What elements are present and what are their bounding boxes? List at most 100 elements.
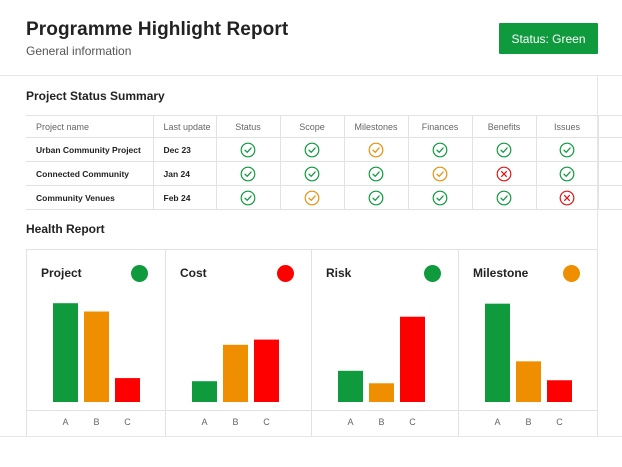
status-cell: [343, 185, 409, 210]
column-header: Milestones: [343, 115, 409, 138]
x-tick-label: C: [263, 417, 270, 427]
bar-a: [192, 381, 217, 402]
x-tick-label: A: [201, 417, 207, 427]
bar-chart: A B C: [53, 303, 140, 427]
check-circle-icon: [240, 190, 256, 205]
report-header: Programme Highlight Report General infor…: [0, 0, 622, 76]
status-cell: [343, 137, 409, 162]
check-circle-icon: [432, 166, 448, 181]
x-axis-line: [27, 410, 165, 411]
table-row[interactable]: Urban Community Project Dec 23: [26, 137, 622, 162]
panel-title: Cost: [180, 266, 207, 280]
status-cell: [279, 137, 345, 162]
health-report-panels: Project A B C Cost A B C Risk A B C Milestone A B C: [26, 249, 598, 437]
project-status-table: Project name Last update Status Scope Mi…: [26, 115, 622, 210]
status-dot: [277, 265, 294, 282]
status-dot: [424, 265, 441, 282]
table-spacer: [597, 137, 622, 162]
x-axis-line: [312, 410, 458, 411]
table-row[interactable]: Connected Community Jan 24: [26, 161, 622, 186]
status-cell: [471, 137, 537, 162]
bar-c: [547, 380, 572, 402]
x-tick-label: B: [232, 417, 238, 427]
bar-c: [115, 378, 140, 402]
check-circle-icon: [432, 142, 448, 157]
x-tick-label: C: [409, 417, 416, 427]
x-tick-label: A: [347, 417, 353, 427]
x-tick-label: B: [378, 417, 384, 427]
table-spacer: [597, 161, 622, 186]
page-title: Programme Highlight Report: [26, 19, 289, 40]
status-cell: [471, 185, 537, 210]
table-row[interactable]: Community Venues Feb 24: [26, 185, 622, 210]
check-circle-icon: [304, 166, 320, 181]
divider: [0, 436, 622, 437]
bar-chart: A B C: [338, 316, 425, 427]
bar-b: [516, 361, 541, 402]
project-name-cell: Connected Community: [26, 161, 154, 186]
table-spacer: [597, 185, 622, 210]
status-cell: [279, 185, 345, 210]
health-panel-project: Project A B C: [26, 250, 166, 437]
health-panel-milestone: Milestone A B C: [458, 250, 598, 437]
column-header: Last update: [152, 115, 217, 138]
check-circle-icon: [368, 190, 384, 205]
status-cell: [215, 137, 281, 162]
table-spacer: [597, 115, 622, 138]
bar-a: [338, 370, 363, 402]
column-header: Scope: [279, 115, 345, 138]
x-tick-label: C: [124, 417, 131, 427]
check-circle-icon: [304, 142, 320, 157]
x-axis-line: [459, 410, 597, 411]
check-circle-icon: [240, 166, 256, 181]
page-subtitle: General information: [26, 44, 132, 58]
column-header: Issues: [535, 115, 599, 138]
bar-c: [400, 316, 425, 402]
x-circle-icon: [559, 190, 575, 205]
x-tick-label: A: [62, 417, 68, 427]
bar-chart: A B C: [485, 303, 572, 427]
check-circle-icon: [368, 142, 384, 157]
project-name-cell: Community Venues: [26, 185, 154, 210]
x-tick-label: C: [556, 417, 563, 427]
check-circle-icon: [559, 166, 575, 181]
x-axis-line: [166, 410, 311, 411]
status-cell: [535, 161, 599, 186]
check-circle-icon: [496, 142, 512, 157]
status-cell: [343, 161, 409, 186]
column-header: Finances: [407, 115, 473, 138]
status-cell: [407, 185, 473, 210]
x-tick-label: B: [525, 417, 531, 427]
status-badge[interactable]: Status: Green: [499, 23, 598, 54]
check-circle-icon: [304, 190, 320, 205]
bar-b: [369, 383, 394, 402]
x-tick-label: A: [494, 417, 500, 427]
column-header: Project name: [26, 115, 154, 138]
last-update-cell: Feb 24: [152, 185, 217, 210]
status-cell: [535, 137, 599, 162]
x-tick-label: B: [93, 417, 99, 427]
status-cell: [215, 161, 281, 186]
status-cell: [535, 185, 599, 210]
bar-b: [84, 311, 109, 402]
health-panel-cost: Cost A B C: [165, 250, 312, 437]
panel-title: Project: [41, 266, 82, 280]
project-name-cell: Urban Community Project: [26, 137, 154, 162]
status-cell: [215, 185, 281, 210]
health-section-title: Health Report: [26, 222, 105, 236]
status-cell: [407, 137, 473, 162]
x-circle-icon: [496, 166, 512, 181]
check-circle-icon: [432, 190, 448, 205]
health-panel-risk: Risk A B C: [311, 250, 459, 437]
summary-section-title: Project Status Summary: [26, 89, 165, 103]
status-dot: [131, 265, 148, 282]
status-cell: [407, 161, 473, 186]
check-circle-icon: [559, 142, 575, 157]
column-header: Status: [215, 115, 281, 138]
last-update-cell: Jan 24: [152, 161, 217, 186]
check-circle-icon: [368, 166, 384, 181]
status-cell: [279, 161, 345, 186]
check-circle-icon: [240, 142, 256, 157]
table-header-row: Project name Last update Status Scope Mi…: [26, 115, 622, 138]
check-circle-icon: [496, 190, 512, 205]
